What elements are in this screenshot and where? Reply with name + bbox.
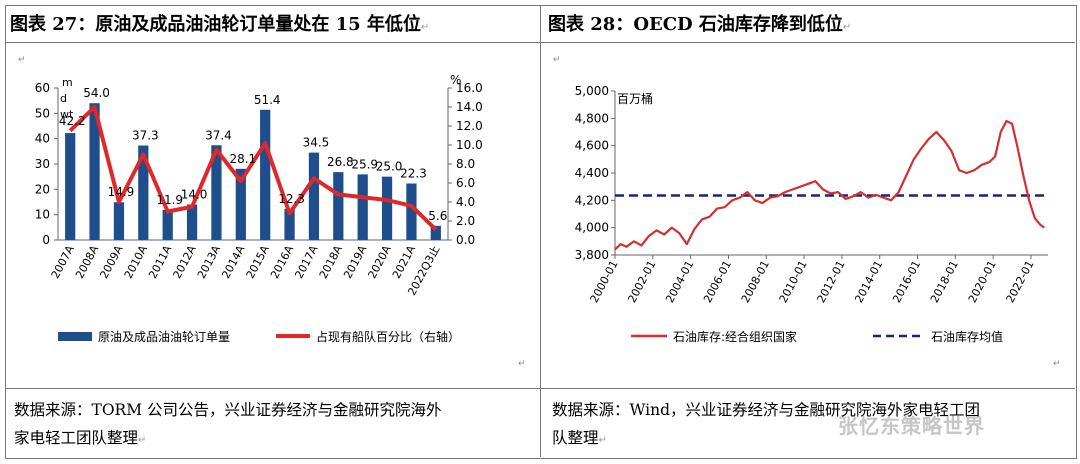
x-tick-label: 2016-01 bbox=[890, 258, 923, 305]
left-tick-label: 50 bbox=[35, 106, 50, 120]
bar-value-label: 37.3 bbox=[132, 129, 159, 143]
figure-frame bbox=[5, 5, 1077, 459]
right-chart: 3,800 4,000 4,200 4,400 4,600 4,800 5,000 百万桶 20… bbox=[553, 55, 1061, 369]
x-tick-label: 2010-01 bbox=[777, 258, 810, 305]
bar-value-label: 11.9 bbox=[156, 193, 183, 207]
legend-inventory-label: 石油库存:经合组织国家 bbox=[673, 329, 797, 344]
bar bbox=[430, 225, 441, 240]
x-tick-label: 2020-01 bbox=[966, 258, 999, 305]
y-tick-label: 4,400 bbox=[575, 166, 609, 180]
bar bbox=[186, 204, 198, 240]
bar-value-label: 51.4 bbox=[254, 93, 281, 107]
right-tick-label: 0.0 bbox=[456, 233, 475, 247]
right-tick-label: 6.0 bbox=[456, 176, 475, 190]
bar-value-label: 37.4 bbox=[205, 128, 232, 142]
left-unit-label-line1: m bbox=[62, 76, 73, 89]
bar-value-label: 42.2 bbox=[59, 114, 86, 128]
right-tick-label: 8.0 bbox=[456, 157, 475, 171]
legend-bar-label: 原油及成品油油轮订单量 bbox=[98, 330, 230, 344]
paragraph-mark: ↵ bbox=[18, 55, 26, 65]
left-tick-label: 10 bbox=[35, 208, 50, 222]
paragraph-mark: ↵ bbox=[553, 55, 561, 65]
bar bbox=[113, 202, 125, 240]
bar-value-label: 25.0 bbox=[376, 160, 403, 174]
bar bbox=[381, 176, 393, 240]
y-unit-label: 百万桶 bbox=[617, 91, 653, 106]
x-tick-label: 2018-01 bbox=[928, 258, 961, 305]
panel-divider bbox=[540, 5, 541, 457]
y-tick-label: 4,800 bbox=[575, 111, 609, 125]
left-tick-label: 60 bbox=[35, 81, 50, 95]
bar-value-label: 14.9 bbox=[108, 185, 135, 199]
left-chart: 0 10 20 30 40 50 60 0.0 2.0 4.0 6.0 8.0 10.0 12.0 14.0… bbox=[18, 55, 526, 369]
y-tick-label: 5,000 bbox=[575, 84, 609, 98]
x-tick-label: 2002-01 bbox=[625, 258, 658, 305]
x-tick-label: 2012-01 bbox=[814, 258, 847, 305]
bar bbox=[284, 208, 295, 240]
bar bbox=[406, 183, 417, 240]
inventory-line bbox=[614, 119, 1045, 251]
bar bbox=[308, 152, 320, 240]
source-divider bbox=[5, 388, 1075, 389]
bar-value-label: 5.6 bbox=[428, 209, 447, 223]
bar bbox=[333, 172, 344, 240]
bar bbox=[138, 145, 149, 240]
left-unit-label-line3: wt bbox=[60, 108, 74, 121]
paragraph-mark: ↵ bbox=[1053, 359, 1061, 369]
right-source-note: 数据来源：Wind，兴业证券经济与金融研究院海外家电轻工团 队整理↵ bbox=[552, 401, 981, 447]
title-divider bbox=[5, 42, 1075, 43]
right-tick-label: 2.0 bbox=[456, 214, 475, 228]
x-tick-label: 2006-01 bbox=[701, 258, 734, 305]
right-tick-label: 10.0 bbox=[456, 138, 483, 152]
bar-value-label: 28.1 bbox=[229, 152, 256, 166]
left-chart-title: 图表 27：原油及成品油油轮订单量处在 15 年低位↵ bbox=[10, 14, 430, 35]
bar-value-label: 14.0 bbox=[181, 188, 208, 202]
bar-value-label: 25.9 bbox=[351, 157, 378, 171]
percent-line bbox=[68, 105, 438, 231]
bar bbox=[211, 145, 222, 240]
x-tick-label: 2014-01 bbox=[852, 258, 885, 305]
watermark: 张忆东策略世界 bbox=[838, 414, 985, 438]
bar-value-label: 54.0 bbox=[83, 86, 110, 100]
paragraph-mark: ↵ bbox=[518, 359, 526, 369]
legend-average-label: 石油库存均值 bbox=[931, 329, 1003, 344]
bar-value-label: 34.5 bbox=[303, 136, 330, 150]
bar bbox=[357, 174, 368, 240]
bar bbox=[65, 133, 76, 240]
bar-value-label: 22.3 bbox=[400, 167, 427, 181]
y-tick-label: 4,600 bbox=[575, 139, 609, 153]
x-tick-label: 2000-01 bbox=[588, 258, 621, 305]
y-tick-label: 4,000 bbox=[575, 221, 609, 235]
left-tick-label: 20 bbox=[35, 182, 50, 196]
legend-line-label: 占现有船队百分比（右轴） bbox=[316, 329, 460, 344]
y-tick-label: 3,800 bbox=[575, 248, 609, 262]
bar-value-label: 26.8 bbox=[327, 155, 354, 169]
x-tick-label: 2008-01 bbox=[739, 258, 772, 305]
y-tick-label: 4,200 bbox=[575, 193, 609, 207]
right-tick-label: 14.0 bbox=[456, 100, 483, 114]
right-tick-label: 12.0 bbox=[456, 119, 483, 133]
left-source-note: 数据来源：TORM 公司公告，兴业证券经济与金融研究院海外 家电轻工团队整理↵ bbox=[14, 401, 442, 447]
left-tick-label: 0 bbox=[42, 233, 50, 247]
right-unit-label: % bbox=[450, 73, 461, 87]
bar bbox=[260, 109, 271, 240]
left-tick-label: 30 bbox=[35, 157, 50, 171]
left-tick-label: 40 bbox=[35, 132, 50, 146]
legend-bar-swatch bbox=[58, 332, 92, 341]
bar bbox=[162, 209, 173, 240]
right-tick-label: 16.0 bbox=[456, 81, 483, 95]
right-tick-label: 4.0 bbox=[456, 195, 475, 209]
x-tick-label: 2022-01 bbox=[1004, 258, 1037, 305]
bar bbox=[235, 168, 246, 240]
bar-value-label: 12.3 bbox=[278, 192, 305, 206]
right-chart-title: 图表 28：OECD 石油库存降到低位↵ bbox=[548, 14, 852, 35]
left-unit-label-line2: d bbox=[60, 92, 67, 105]
x-tick-label: 2004-01 bbox=[663, 258, 696, 305]
bar bbox=[89, 103, 100, 240]
